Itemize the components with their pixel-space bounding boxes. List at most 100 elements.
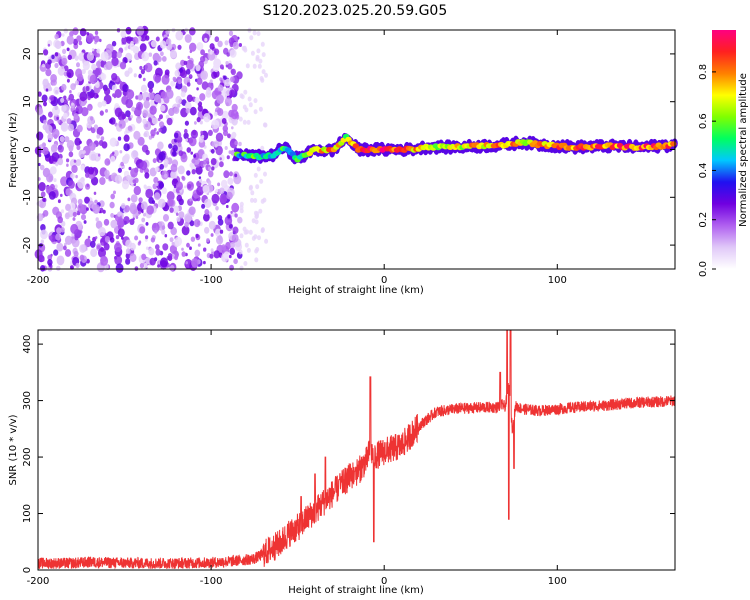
noise-blob: [56, 242, 64, 252]
noise-blob: [197, 105, 203, 112]
noise-blob: [54, 33, 59, 40]
noise-blob: [38, 182, 46, 192]
noise-blob: [167, 198, 174, 207]
noise-blob: [191, 258, 199, 268]
noise-blob: [183, 60, 188, 66]
noise-blob: [43, 119, 47, 125]
noise-blob: [54, 184, 58, 189]
noise-blob: [161, 74, 170, 85]
noise-blob: [139, 226, 146, 234]
noise-blob: [57, 199, 61, 204]
noise-blob: [257, 63, 262, 69]
noise-blob: [77, 203, 85, 213]
noise-blob: [164, 173, 168, 179]
noise-blob: [148, 247, 155, 256]
noise-blob: [41, 142, 47, 148]
noise-blob: [155, 36, 160, 42]
noise-blob: [140, 69, 145, 75]
noise-blob: [98, 226, 106, 237]
noise-blob: [227, 214, 231, 219]
y-tick-label: 300: [22, 391, 33, 410]
noise-blob: [132, 179, 136, 184]
noise-blob: [48, 235, 53, 240]
noise-blob: [76, 144, 81, 151]
noise-blob: [97, 101, 103, 108]
noise-blob: [97, 245, 101, 250]
noise-blob: [239, 265, 244, 271]
noise-blob: [161, 225, 166, 230]
noise-blob: [140, 84, 148, 93]
noise-blob: [210, 248, 214, 253]
noise-blob: [118, 119, 126, 129]
noise-blob: [40, 265, 46, 272]
noise-blob: [172, 205, 180, 214]
noise-blob: [40, 224, 46, 231]
noise-blob: [51, 152, 60, 162]
noise-blob: [110, 155, 116, 163]
colorbar-tick-label: 0.2: [698, 212, 709, 228]
noise-blob: [68, 180, 75, 189]
x-tick-label: 0: [381, 576, 387, 587]
noise-blob: [60, 122, 69, 132]
noise-blob: [221, 118, 227, 124]
noise-blob: [70, 173, 75, 179]
noise-blob: [191, 158, 196, 164]
noise-blob: [155, 182, 159, 187]
noise-blob: [203, 247, 207, 252]
noise-blob: [224, 215, 233, 226]
noise-blob: [125, 248, 131, 255]
noise-blob: [137, 35, 142, 41]
noise-blob: [91, 47, 95, 52]
y-tick-label: 0: [22, 567, 33, 573]
noise-blob: [91, 63, 97, 71]
noise-blob: [224, 97, 232, 107]
noise-blob: [200, 56, 206, 63]
noise-blob: [36, 106, 43, 115]
noise-blob: [255, 211, 260, 217]
noise-blob: [45, 78, 48, 82]
noise-blob: [215, 206, 219, 211]
noise-blob: [132, 36, 139, 44]
x-tick-label: -200: [27, 275, 50, 286]
noise-blob: [141, 51, 150, 62]
noise-blob: [243, 89, 248, 95]
noise-blob: [184, 213, 192, 223]
noise-blob: [64, 249, 72, 257]
noise-blob: [161, 187, 167, 195]
signal-blob: [352, 143, 359, 149]
noise-blob: [151, 117, 158, 125]
noise-blob: [199, 178, 203, 183]
noise-blob: [184, 221, 189, 228]
snr-y-label: SNR (10 * v/v): [8, 414, 19, 485]
noise-blob: [42, 123, 48, 131]
noise-blob: [145, 188, 154, 199]
noise-blob: [156, 131, 160, 135]
noise-blob: [147, 117, 152, 122]
noise-blob: [177, 142, 182, 148]
noise-blob: [195, 64, 201, 72]
noise-blob: [104, 236, 110, 243]
noise-blob: [210, 158, 217, 166]
noise-blob: [207, 129, 213, 136]
noise-blob: [104, 169, 110, 177]
noise-blob: [143, 132, 148, 137]
noise-blob: [188, 206, 196, 215]
noise-blob: [260, 41, 265, 47]
noise-blob: [164, 234, 168, 238]
noise-blob: [189, 74, 193, 78]
noise-blob: [160, 51, 164, 57]
noise-blob: [246, 119, 251, 125]
noise-blob: [136, 101, 143, 111]
x-tick-label: -200: [27, 576, 50, 587]
noise-blob: [60, 97, 65, 103]
x-tick-label: -100: [200, 576, 223, 587]
noise-blob: [212, 63, 220, 73]
noise-blob: [155, 244, 160, 250]
noise-blob: [51, 54, 55, 60]
noise-blob: [179, 67, 183, 73]
noise-blob: [197, 243, 201, 247]
noise-blob: [145, 235, 149, 240]
noise-blob: [243, 47, 248, 53]
noise-blob: [117, 211, 122, 217]
